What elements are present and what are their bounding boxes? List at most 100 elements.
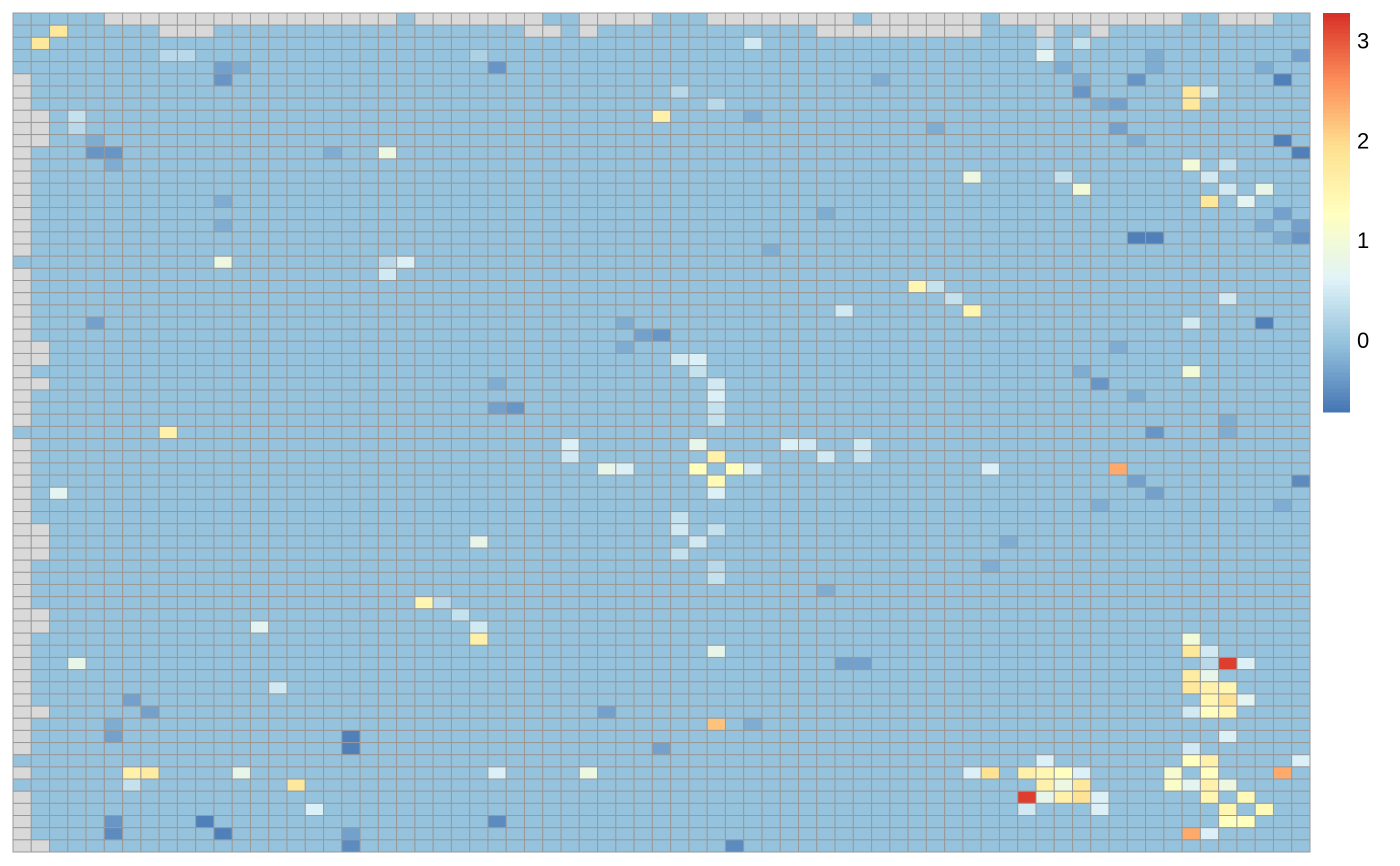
cell [1090,839,1110,853]
cell [1108,328,1128,342]
cell [907,134,927,148]
cell [304,717,325,731]
cell [542,839,562,853]
cell [743,243,763,257]
cell [341,85,361,99]
cell [176,121,197,136]
na-cell [1163,12,1183,26]
cell [505,316,525,330]
cell [1126,729,1147,744]
cell [1108,656,1128,671]
cell [816,827,836,841]
cell [1090,292,1110,306]
cell [286,729,306,744]
cell [414,377,434,391]
cell [414,559,434,573]
cell [578,121,599,136]
cell [103,158,124,172]
cell [1053,425,1074,440]
cell [49,328,69,342]
cell [779,24,800,38]
cell [962,121,982,136]
cell [1053,827,1074,841]
cell [1145,486,1165,500]
na-cell [195,24,215,38]
cell [85,571,105,585]
cell [651,158,672,172]
cell [487,766,507,780]
cell [176,705,197,719]
cell [1254,511,1274,525]
cell [122,61,142,75]
cell [798,109,818,123]
cell [925,608,946,622]
cell [1272,377,1293,391]
cell [1291,438,1311,452]
cell [249,267,270,282]
na-cell [12,170,32,184]
cell [834,340,854,354]
cell [1108,340,1128,354]
cell [1072,413,1092,427]
cell [1236,742,1256,756]
cell [852,413,873,427]
cell [1145,158,1165,172]
cell [1181,535,1201,549]
cell [633,608,653,622]
cell [1126,280,1147,294]
cell [542,97,562,111]
cell [1035,620,1055,634]
cell [688,328,708,342]
legend-swatch [1323,292,1350,297]
cell [1199,12,1220,26]
cell [688,474,708,488]
cell [560,158,580,172]
cell [871,498,891,513]
cell [158,219,178,233]
cell [816,693,836,707]
cell [980,292,1000,306]
cell [871,511,891,525]
cell [1199,413,1220,427]
cell [706,754,726,768]
cell [889,583,909,598]
na-cell [487,12,507,26]
cell [487,340,507,354]
cell [889,61,909,75]
cell [798,207,818,221]
cell [414,450,434,464]
cell [122,377,142,391]
cell [414,802,434,817]
cell [268,583,288,598]
cell [743,280,763,294]
cell [505,85,525,99]
cell [268,547,288,561]
cell [268,717,288,731]
cell [268,292,288,306]
na-cell [1072,12,1092,26]
cell [743,85,763,99]
cell [962,267,982,282]
cell [1035,328,1055,342]
cell [1254,778,1274,792]
cell [396,413,416,427]
cell [67,352,87,367]
cell [560,207,580,221]
cell [1199,729,1220,744]
cell [560,280,580,294]
cell [12,61,32,75]
cell [578,450,599,464]
cell [670,498,690,513]
cell [249,535,270,549]
cell [1218,717,1238,731]
cell [1108,352,1128,367]
cell [816,121,836,136]
cell [341,146,361,160]
cell [1236,498,1256,513]
cell [396,48,416,63]
cell [414,571,434,585]
cell [651,535,672,549]
cell [907,377,927,391]
cell [505,158,525,172]
cell [85,121,105,136]
